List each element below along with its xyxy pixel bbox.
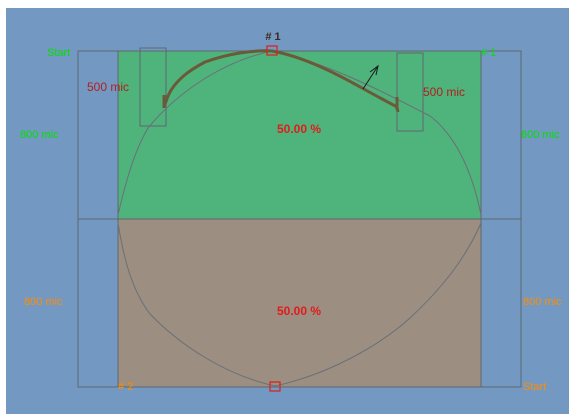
arrow-annotation [362, 65, 379, 90]
bottom-marker[interactable] [269, 381, 281, 392]
upper-right-dimension-label: 800 mic [521, 129, 560, 141]
upper-percent-label: 50.00 % [277, 122, 321, 136]
lower-left-dimension-label: 800 mic [24, 296, 63, 308]
inner-left-box [139, 47, 167, 127]
lower-outline-curve [117, 222, 482, 387]
upper-left-start-label: Start [47, 47, 70, 59]
lower-percent-label: 50.00 % [277, 304, 321, 318]
upper-left-dimension-label: 800 mic [20, 129, 59, 141]
arrow-head [369, 64, 379, 76]
top-marker[interactable] [266, 45, 278, 56]
profile-curve [162, 49, 400, 113]
inner-left-dimension-label: 500 mic [87, 80, 129, 94]
top-marker-label: # 1 [265, 31, 280, 43]
upper-right-id-label: # 1 [481, 47, 496, 59]
inner-right-box [396, 52, 424, 132]
lower-right-dimension-label: 800 mic [523, 296, 562, 308]
inner-right-dimension-label: 500 mic [423, 85, 465, 99]
lower-left-id-label: # 2 [118, 381, 133, 393]
lower-right-start-label: Start [523, 381, 546, 393]
lower-zone [117, 218, 482, 388]
